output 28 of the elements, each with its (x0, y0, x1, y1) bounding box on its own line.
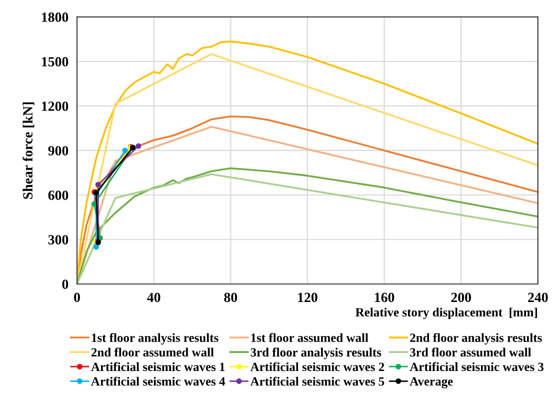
legend-label: 2nd floor assumed wall (91, 348, 214, 357)
x-tick-label: 160 (374, 292, 394, 302)
y-tick-label: 1500 (42, 57, 68, 66)
y-tick-label: 900 (48, 146, 68, 156)
x-tick-label: 80 (224, 292, 238, 302)
legend-label: 1st floor analysis results (92, 333, 218, 345)
legend-label: 3rd floor assumed wall (410, 348, 532, 357)
legend-label: Artificial seismic waves 4 (91, 376, 226, 386)
legend-label: 1st floor assumed wall (251, 333, 368, 342)
x-tick-label: 40 (147, 292, 160, 302)
legend-label: Artificial seismic waves 3 (410, 362, 544, 372)
legend-label: 3rd floor analysis results (250, 348, 382, 360)
y-tick-label: 0 (62, 280, 68, 289)
legend-label: Average (410, 377, 453, 388)
x-tick-label: 240 (528, 292, 548, 302)
y-tick-label: 600 (48, 190, 68, 200)
y-tick-label: 1200 (42, 102, 68, 111)
y-tick-label: 1800 (42, 12, 68, 22)
x-tick-label: 0 (74, 292, 80, 302)
legend-label: 2nd floor analysis results (410, 333, 542, 345)
y-axis-title: Shear force [kN] (22, 102, 34, 199)
x-tick-label: 120 (298, 292, 318, 302)
legend-label: Artificial seismic waves 1 (91, 362, 225, 372)
y-tick-label: 300 (48, 235, 68, 244)
x-axis-title: Relative story displacement [mm] (356, 308, 537, 320)
legend-label: Artificial seismic waves 5 (250, 376, 384, 386)
x-tick-label: 200 (451, 292, 471, 302)
legend-label: Artificial seismic waves 2 (250, 362, 384, 372)
